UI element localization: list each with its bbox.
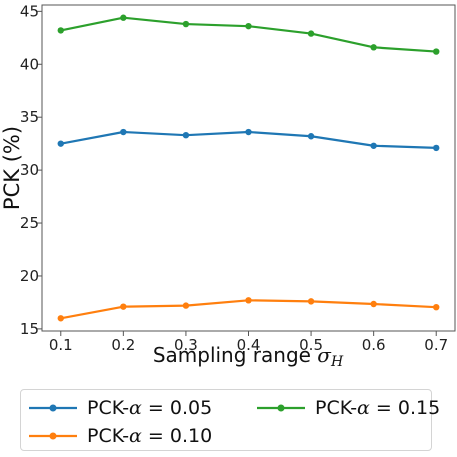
data-point [182, 131, 190, 139]
data-point [182, 20, 190, 28]
data-point [433, 48, 440, 55]
y-tick-label: 20 [20, 267, 39, 285]
series-0 [57, 128, 440, 152]
x-axis-ticks: 0.1 0.2 0.3 0.4 0.5 0.6 0.7 [49, 331, 448, 354]
y-tick-label: 40 [20, 55, 39, 73]
data-point [57, 140, 64, 147]
data-point [245, 128, 252, 136]
data-point [57, 27, 64, 34]
data-point [307, 133, 315, 140]
x-tick-label: 0.2 [111, 336, 135, 354]
data-point [370, 142, 377, 149]
x-axis-label: Sampling range σH [153, 343, 344, 370]
data-point [57, 315, 64, 322]
data-point [182, 302, 190, 309]
data-point [245, 22, 252, 30]
x-tick-label: 0.4 [237, 336, 261, 354]
series-2 [57, 14, 440, 55]
legend-item-pck-005: PCK-α = 0.05 [27, 395, 212, 421]
x-axis-label-symbol: σ [317, 343, 332, 367]
y-axis-ticks: 15 20 25 30 35 40 45 [20, 2, 42, 338]
y-tick-label: 45 [20, 2, 39, 20]
y-tick-label: 15 [20, 320, 39, 338]
x-axis-label-subscript: H [330, 354, 344, 370]
y-axis-label: PCK (%) [0, 126, 24, 210]
y-tick-label: 30 [20, 161, 39, 179]
legend: PCK-α = 0.05 PCK-α = 0.15 PCK-α = 0.10 [20, 389, 440, 451]
y-tick-label: 25 [20, 214, 39, 232]
legend-label-pck-015: PCK-α = 0.15 [315, 397, 441, 419]
data-point [245, 297, 252, 304]
x-axis-label-text: Sampling range [153, 343, 317, 367]
series-1 [57, 297, 440, 322]
x-tick-label: 0.3 [174, 336, 198, 354]
data-point [370, 300, 377, 308]
y-tick-label: 35 [20, 108, 39, 126]
legend-item-pck-015: PCK-α = 0.15 [255, 395, 440, 421]
legend-swatch-pck-010 [29, 432, 77, 440]
data-point [120, 128, 127, 136]
plot-area [41, 4, 456, 332]
data-point [120, 303, 127, 310]
x-tick-label: 0.5 [299, 336, 323, 354]
legend-label-pck-005: PCK-α = 0.05 [87, 397, 213, 419]
legend-swatch-pck-015 [257, 404, 305, 412]
data-point [307, 30, 315, 37]
legend-swatch-pck-005 [29, 404, 77, 412]
x-tick-label: 0.1 [49, 336, 73, 354]
legend-item-pck-010: PCK-α = 0.10 [27, 423, 212, 449]
data-point [370, 44, 377, 51]
data-point [433, 144, 440, 152]
legend-label-pck-010: PCK-α = 0.10 [87, 425, 213, 447]
data-point [433, 303, 440, 311]
series-layer [57, 14, 440, 322]
data-point [307, 298, 315, 305]
data-point [120, 14, 127, 21]
x-tick-label: 0.6 [362, 336, 386, 354]
x-tick-label: 0.7 [424, 336, 448, 354]
